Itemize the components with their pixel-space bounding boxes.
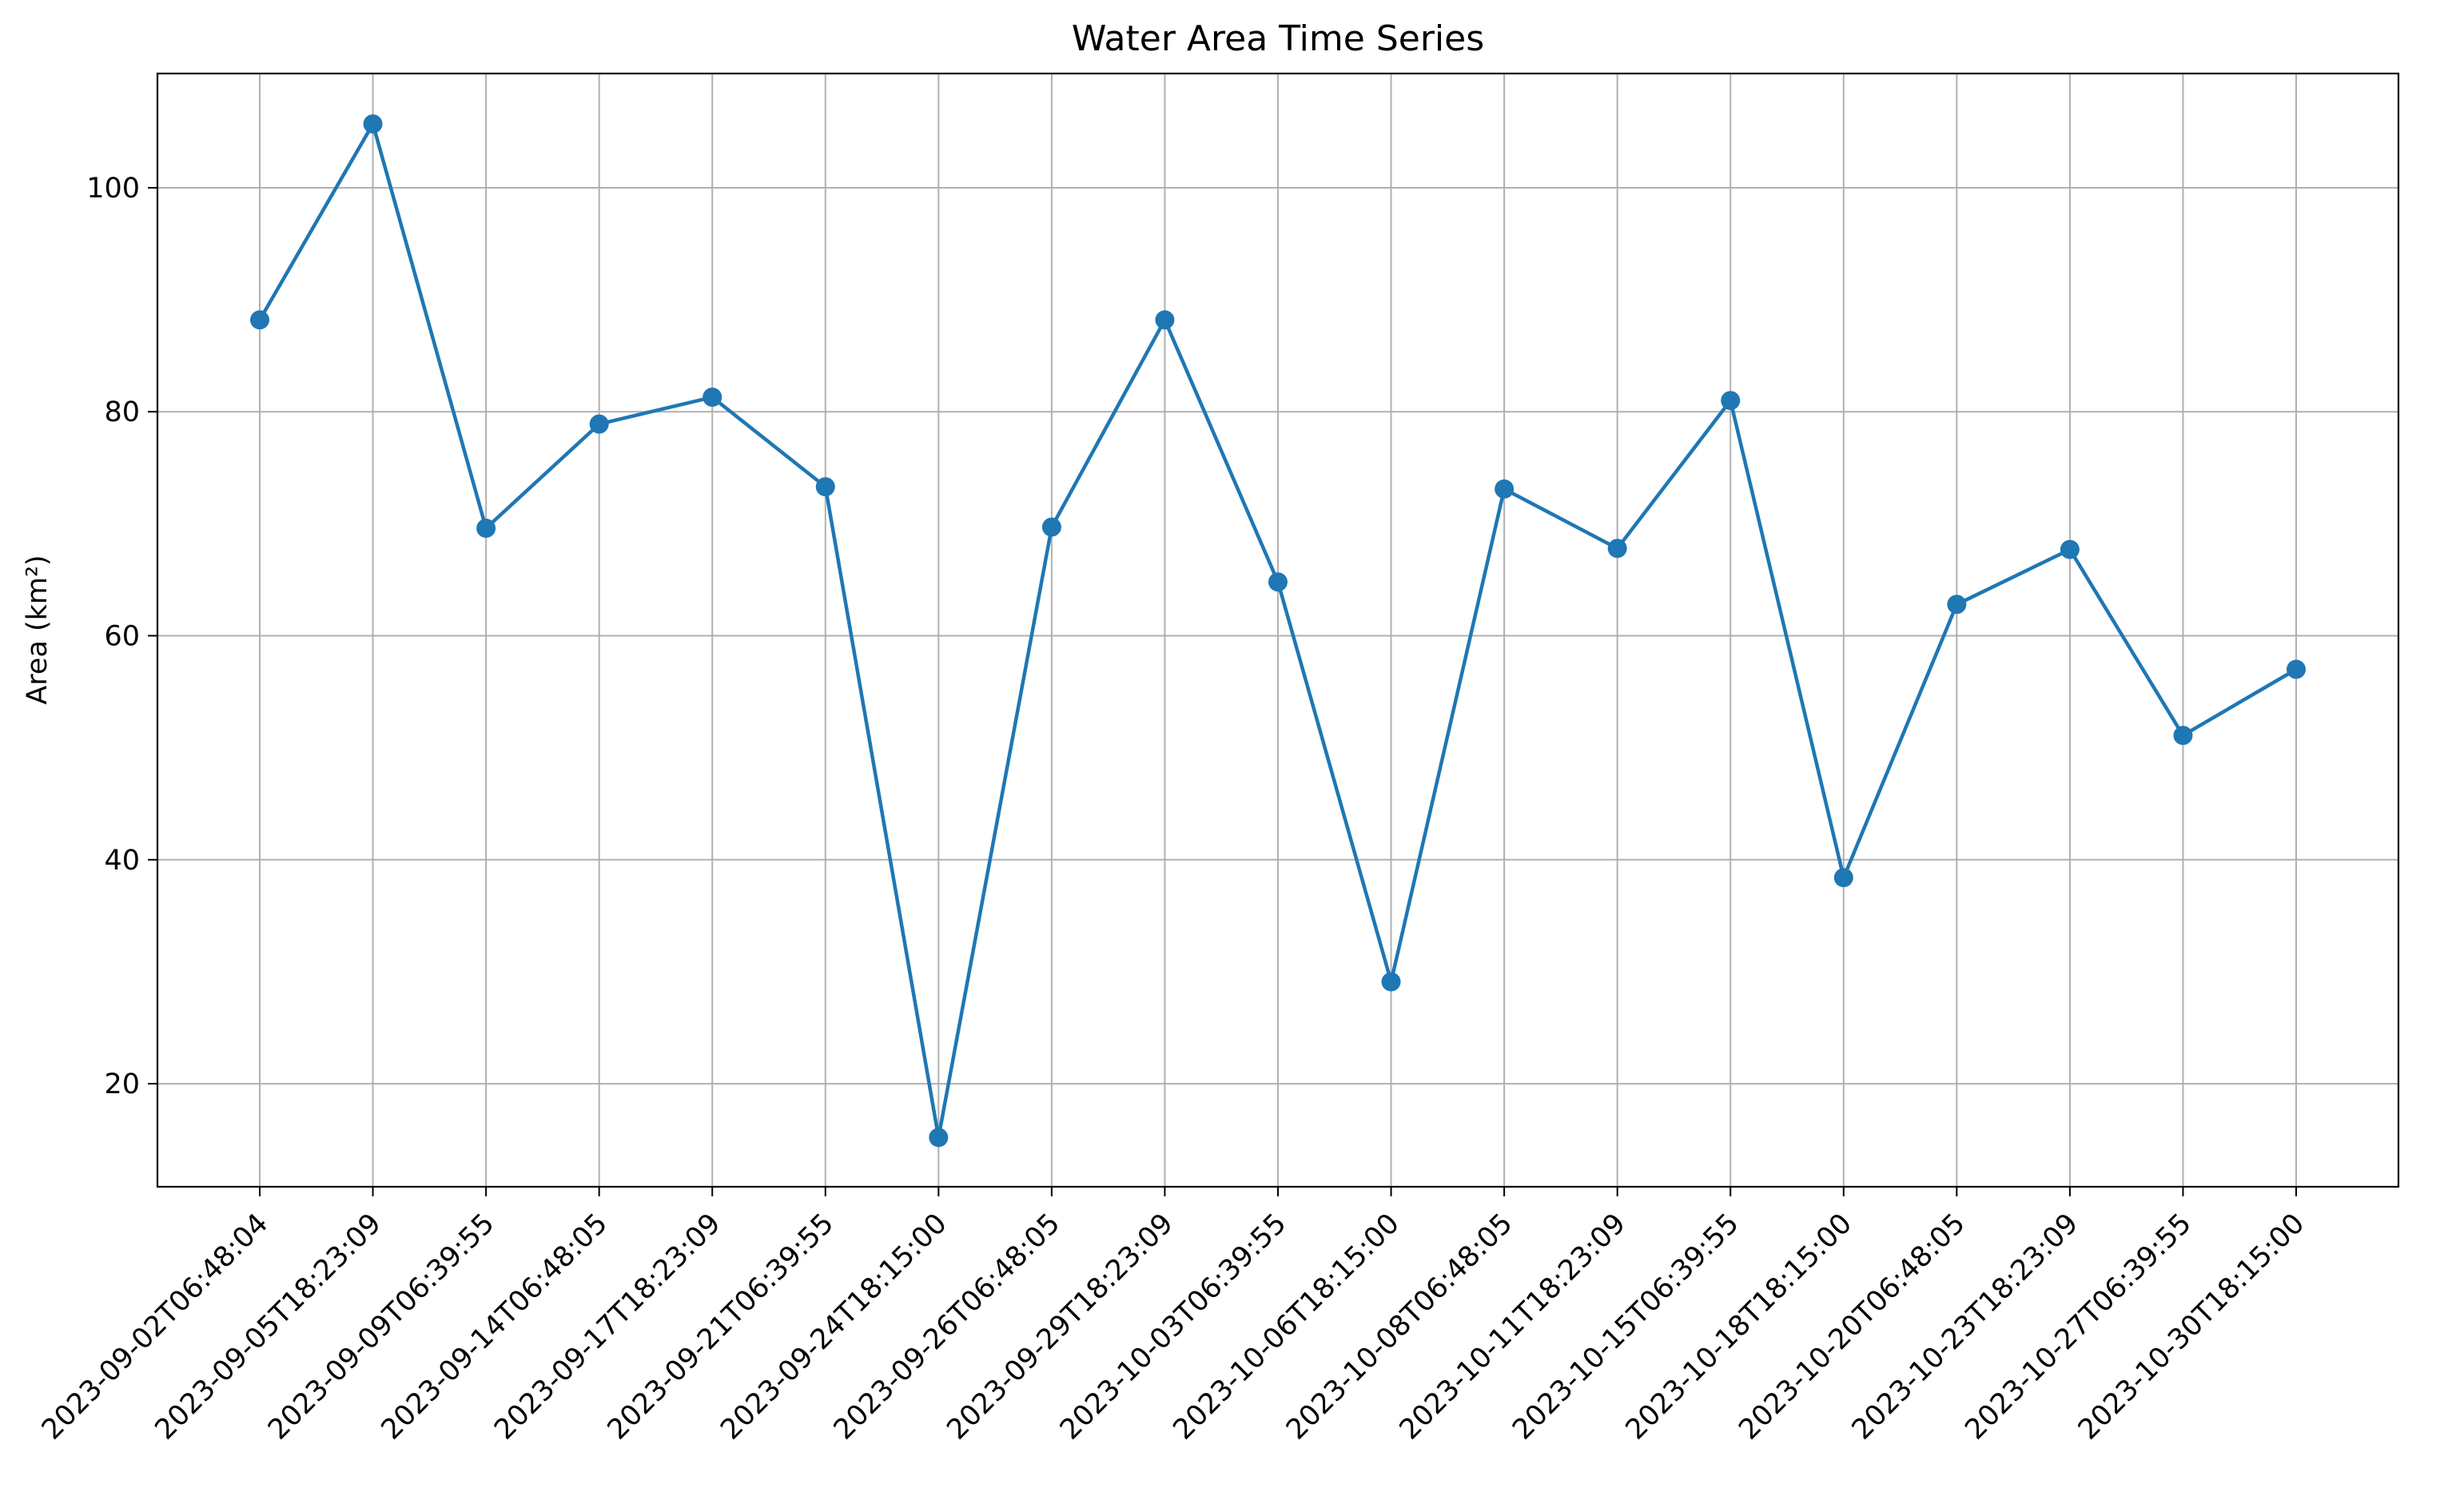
- data-point: [1495, 479, 1515, 499]
- y-tick-label: 80: [104, 396, 140, 428]
- y-axis: 20 40 60 80 100: [86, 173, 157, 1100]
- data-point: [1041, 517, 1061, 537]
- data-point: [2173, 726, 2193, 746]
- data-point: [1607, 539, 1627, 559]
- y-tick-label: 60: [104, 621, 140, 653]
- data-point: [815, 477, 835, 497]
- data-point: [250, 310, 269, 330]
- y-tick-label: 100: [86, 173, 140, 205]
- y-axis-label: Area (km²): [22, 555, 54, 704]
- data-point: [2287, 659, 2306, 679]
- chart-title: Water Area Time Series: [1072, 18, 1484, 59]
- data-point: [589, 414, 609, 434]
- data-point: [1268, 572, 1288, 592]
- data-point: [1947, 595, 1967, 615]
- data-point: [363, 114, 383, 134]
- data-point: [1155, 310, 1175, 330]
- data-point: [476, 518, 496, 538]
- data-point: [1833, 868, 1853, 888]
- series-layer: [250, 114, 2306, 1148]
- y-tick-label: 20: [104, 1068, 140, 1100]
- grid: [157, 74, 2398, 1187]
- data-point: [703, 388, 722, 408]
- data-point: [2060, 539, 2080, 559]
- data-point: [1721, 391, 1741, 411]
- data-point: [1381, 972, 1401, 992]
- data-point: [929, 1128, 949, 1148]
- y-tick-label: 40: [104, 845, 140, 877]
